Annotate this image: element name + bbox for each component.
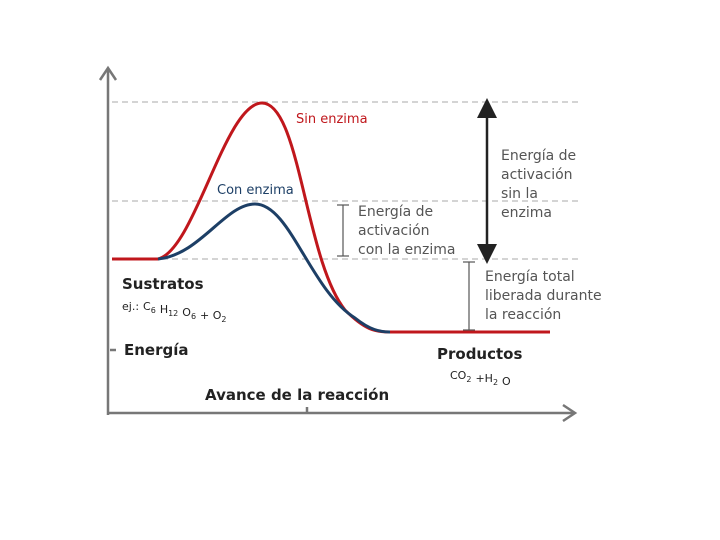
annotation-line: liberada durante bbox=[485, 288, 602, 304]
curve-with-enzyme bbox=[157, 202, 391, 334]
annotation-line: activación bbox=[358, 223, 430, 239]
substrates-formula: ej.: C6 H12 O6 + O2 bbox=[122, 300, 227, 324]
formula-prefix: ej.: bbox=[122, 300, 139, 313]
formula-part: H bbox=[160, 303, 168, 316]
formula-subscript: 6 bbox=[191, 312, 196, 321]
curve-label: Con enzima bbox=[217, 183, 294, 198]
formula-part: O bbox=[502, 375, 511, 388]
formula-part: O bbox=[182, 306, 191, 319]
annotation-line: Energía de bbox=[501, 148, 576, 164]
formula-part: CO bbox=[450, 369, 467, 382]
annotation-line: sin la bbox=[501, 186, 538, 202]
products-title: Productos bbox=[437, 345, 522, 363]
dashed-levels bbox=[112, 101, 582, 260]
annotation-line: con la enzima bbox=[358, 242, 455, 258]
annotation-line: Energía de bbox=[358, 204, 433, 220]
products-formula: CO2 +H2 O bbox=[450, 369, 511, 388]
formula-part: + O bbox=[200, 309, 222, 322]
annotation: Energía de activación sin la enzima bbox=[501, 148, 576, 221]
formula-part: C bbox=[143, 300, 151, 313]
formula-subscript: 2 bbox=[493, 378, 498, 387]
substrates-title: Sustratos bbox=[122, 275, 204, 293]
annotation: Energía de activación con la enzima bbox=[358, 204, 455, 258]
formula-subscript: 2 bbox=[221, 315, 226, 324]
thin-arrows bbox=[337, 204, 475, 331]
annotation-line: enzima bbox=[501, 205, 552, 221]
formula-subscript: 6 bbox=[151, 306, 156, 315]
axes bbox=[98, 65, 578, 423]
annotation: Energía total liberada durante la reacción bbox=[485, 269, 602, 323]
annotation-line: la reacción bbox=[485, 307, 561, 323]
y-axis-label: Energía bbox=[124, 341, 189, 359]
formula-subscript: 12 bbox=[168, 309, 178, 318]
formula-part: +H bbox=[475, 372, 493, 385]
x-axis-label: Avance de la reacción bbox=[205, 386, 389, 404]
annotation-line: activación bbox=[501, 167, 573, 183]
curve-label: Sin enzima bbox=[296, 112, 368, 127]
formula-subscript: 2 bbox=[466, 375, 471, 384]
annotation-line: Energía total bbox=[485, 269, 575, 285]
